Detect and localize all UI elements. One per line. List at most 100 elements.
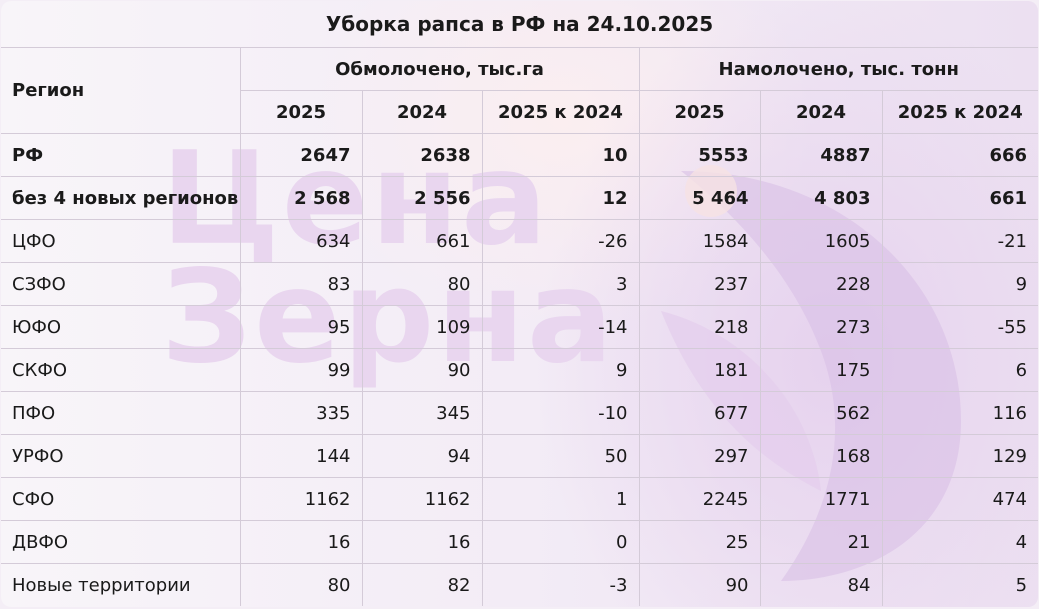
volume-diff-cell: 474: [881, 477, 1038, 521]
table-row: ДВФО 16 16 0 25 21 4: [1, 520, 1038, 564]
area-2025-cell: 2 568: [239, 176, 363, 220]
volume-2024-cell: 175: [759, 348, 883, 392]
table-row: СКФО 99 90 9 181 175 6: [1, 348, 1038, 392]
table-row: УРФО 144 94 50 297 168 129: [1, 434, 1038, 478]
area-diff-cell: -14: [481, 305, 640, 349]
area-2025-cell: 95: [239, 305, 363, 349]
volume-diff-cell: -55: [881, 305, 1038, 349]
region-name: РФ: [1, 133, 241, 177]
region-name: Новые территории: [1, 563, 241, 606]
volume-2025-cell: 5553: [638, 133, 761, 177]
area-diff-cell: 12: [481, 176, 640, 220]
volume-2025-cell: 25: [638, 520, 761, 564]
region-name: УРФО: [1, 434, 241, 478]
area-diff-cell: 1: [481, 477, 640, 521]
table-row: СЗФО 83 80 3 237 228 9: [1, 262, 1038, 306]
volume-2024-cell: 4887: [759, 133, 883, 177]
area-diff-cell: 3: [481, 262, 640, 306]
volume-diff-cell: 4: [881, 520, 1038, 564]
area-2024-cell: 345: [361, 391, 483, 435]
volume-2025-cell: 2245: [638, 477, 761, 521]
volume-2025-cell: 218: [638, 305, 761, 349]
area-2025-cell: 16: [239, 520, 363, 564]
volume-diff-cell: 6: [881, 348, 1038, 392]
volume-2024-cell: 1605: [759, 219, 883, 263]
area-2025-cell: 80: [239, 563, 363, 606]
volume-diff-cell: 5: [881, 563, 1038, 606]
volume-2024-cell: 228: [759, 262, 883, 306]
volume-diff-cell: 661: [881, 176, 1038, 220]
table-row: Новые территории 80 82 -3 90 84 5: [1, 563, 1038, 606]
area-2025-cell: 335: [239, 391, 363, 435]
area-2025-cell: 83: [239, 262, 363, 306]
volume-diff-cell: -21: [881, 219, 1038, 263]
area-diff-cell: 9: [481, 348, 640, 392]
volume-2024-cell: 273: [759, 305, 883, 349]
area-2024-cell: 16: [361, 520, 483, 564]
region-name: ЦФО: [1, 219, 241, 263]
subheader-volume-2024: 2024: [759, 90, 883, 134]
volume-2024-cell: 21: [759, 520, 883, 564]
volume-2025-cell: 677: [638, 391, 761, 435]
table-row: РФ 2647 2638 10 5553 4887 666: [1, 133, 1038, 177]
table-row: ЦФО 634 661 -26 1584 1605 -21: [1, 219, 1038, 263]
region-name: СКФО: [1, 348, 241, 392]
volume-2024-cell: 84: [759, 563, 883, 606]
area-diff-cell: 0: [481, 520, 640, 564]
table-row: ЮФО 95 109 -14 218 273 -55: [1, 305, 1038, 349]
area-diff-cell: 10: [481, 133, 640, 177]
volume-diff-cell: 116: [881, 391, 1038, 435]
subheader-volume-diff: 2025 к 2024: [881, 90, 1038, 134]
area-2025-cell: 1162: [239, 477, 363, 521]
table-title: Уборка рапса в РФ на 24.10.2025: [1, 1, 1038, 48]
area-2024-cell: 80: [361, 262, 483, 306]
area-2025-cell: 2647: [239, 133, 363, 177]
volume-2024-cell: 562: [759, 391, 883, 435]
volume-2024-cell: 168: [759, 434, 883, 478]
area-2024-cell: 661: [361, 219, 483, 263]
area-2025-cell: 99: [239, 348, 363, 392]
area-2025-cell: 144: [239, 434, 363, 478]
area-diff-cell: 50: [481, 434, 640, 478]
subheader-area-diff: 2025 к 2024: [481, 90, 640, 134]
area-2024-cell: 2 556: [361, 176, 483, 220]
area-diff-cell: -3: [481, 563, 640, 606]
region-name: без 4 новых регионов: [1, 176, 241, 220]
region-name: ЮФО: [1, 305, 241, 349]
area-diff-cell: -26: [481, 219, 640, 263]
table-row: без 4 новых регионов 2 568 2 556 12 5 464 4 8…: [1, 176, 1038, 220]
area-2024-cell: 90: [361, 348, 483, 392]
area-2024-cell: 94: [361, 434, 483, 478]
volume-2024-cell: 1771: [759, 477, 883, 521]
volume-2025-cell: 297: [638, 434, 761, 478]
subheader-area-2025: 2025: [240, 90, 363, 134]
threshed-area-header: Обмолочено, тыс.га: [239, 47, 640, 91]
volume-2025-cell: 90: [638, 563, 761, 606]
table-row: СФО 1162 1162 1 2245 1771 474: [1, 477, 1038, 521]
area-2024-cell: 1162: [361, 477, 483, 521]
harvest-volume-header: Намолочено, тыс. тонн: [638, 47, 1038, 91]
volume-diff-cell: 129: [881, 434, 1038, 478]
region-name: ДВФО: [1, 520, 241, 564]
area-2024-cell: 82: [361, 563, 483, 606]
area-2024-cell: 2638: [361, 133, 483, 177]
volume-2025-cell: 5 464: [638, 176, 761, 220]
volume-diff-cell: 666: [881, 133, 1038, 177]
volume-diff-cell: 9: [881, 262, 1038, 306]
region-name: ПФО: [1, 391, 241, 435]
volume-2025-cell: 1584: [638, 219, 761, 263]
volume-2025-cell: 181: [638, 348, 761, 392]
area-diff-cell: -10: [481, 391, 640, 435]
area-2024-cell: 109: [361, 305, 483, 349]
region-name: СФО: [1, 477, 241, 521]
region-name: СЗФО: [1, 262, 241, 306]
area-2025-cell: 634: [239, 219, 363, 263]
volume-2025-cell: 237: [638, 262, 761, 306]
region-header: Регион: [1, 47, 241, 134]
table-row: ПФО 335 345 -10 677 562 116: [1, 391, 1038, 435]
subheader-area-2024: 2024: [361, 90, 483, 134]
volume-2024-cell: 4 803: [759, 176, 883, 220]
subheader-volume-2025: 2025: [638, 90, 761, 134]
